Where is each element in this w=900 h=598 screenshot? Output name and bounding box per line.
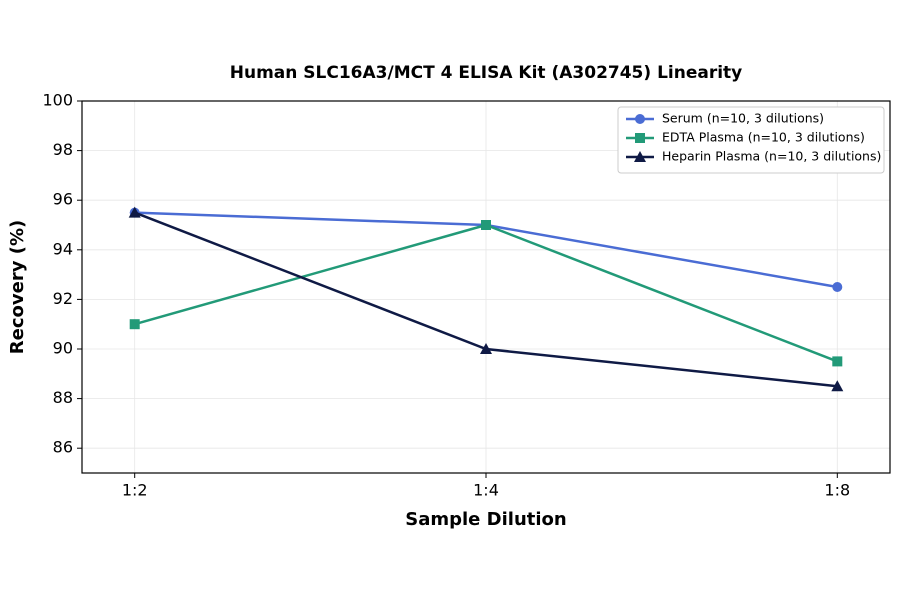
y-tick-label: 88 [53, 388, 73, 407]
y-tick-label: 90 [53, 339, 73, 358]
legend-label: EDTA Plasma (n=10, 3 dilutions) [662, 130, 865, 145]
legend-box [617, 106, 885, 174]
data-point [128, 206, 141, 218]
data-point [481, 220, 491, 230]
data-point [832, 282, 843, 292]
legend-marker [634, 151, 646, 162]
x-tick-label: 1:8 [824, 481, 850, 500]
legend-marker [635, 133, 645, 143]
y-axis-label: Recovery (%) [7, 220, 28, 354]
legend-marker [635, 114, 645, 124]
y-tick-label: 92 [53, 289, 73, 308]
x-axis-label: Sample Dilution [405, 509, 566, 530]
data-point [129, 319, 140, 330]
y-tick-label: 86 [53, 438, 73, 457]
axes-frame [81, 100, 891, 474]
y-tick-label: 98 [53, 140, 73, 159]
chart-title: Human SLC16A3/MCT 4 ELISA Kit (A302745) … [230, 63, 743, 83]
legend-label: Heparin Plasma (n=10, 3 dilutions) [662, 149, 881, 164]
data-point [831, 380, 844, 392]
y-tick-label: 100 [42, 91, 73, 110]
data-point [480, 343, 492, 354]
x-tick-label: 1:4 [473, 481, 499, 500]
y-tick-label: 96 [53, 190, 73, 209]
data-point [832, 356, 843, 367]
y-tick-label: 94 [53, 239, 73, 258]
x-tick-label: 1:2 [122, 481, 148, 500]
legend-label: Serum (n=10, 3 dilutions) [662, 111, 824, 126]
